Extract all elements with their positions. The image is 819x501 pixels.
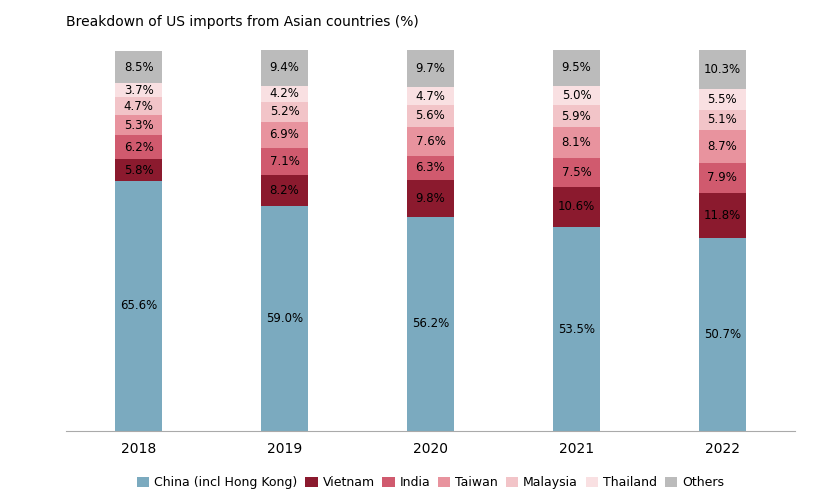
Text: 7.5%: 7.5% <box>561 166 590 179</box>
Text: 5.5%: 5.5% <box>707 93 736 106</box>
Text: 59.0%: 59.0% <box>265 312 303 325</box>
Bar <box>115 181 161 431</box>
Text: 3.7%: 3.7% <box>124 84 153 97</box>
Bar <box>699 50 744 89</box>
Bar <box>553 105 599 127</box>
Bar <box>699 163 744 193</box>
Text: 11.8%: 11.8% <box>703 209 740 222</box>
Legend: China (incl Hong Kong), Vietnam, India, Taiwan, Malaysia, Thailand, Others: China (incl Hong Kong), Vietnam, India, … <box>137 476 723 489</box>
Bar <box>261 122 307 148</box>
Text: 5.3%: 5.3% <box>124 119 153 132</box>
Bar <box>115 115 161 135</box>
Text: 8.7%: 8.7% <box>707 140 736 153</box>
Bar <box>553 187 599 227</box>
Text: 9.8%: 9.8% <box>415 192 445 205</box>
Text: 6.2%: 6.2% <box>124 141 153 154</box>
Bar <box>407 217 453 431</box>
Text: 7.9%: 7.9% <box>707 171 736 184</box>
Text: 7.6%: 7.6% <box>415 135 445 148</box>
Text: 5.8%: 5.8% <box>124 163 153 176</box>
Bar <box>407 87 453 105</box>
Bar <box>553 50 599 86</box>
Bar <box>261 86 307 102</box>
Text: 5.0%: 5.0% <box>561 89 590 102</box>
Text: 50.7%: 50.7% <box>703 328 740 341</box>
Text: 4.7%: 4.7% <box>415 90 445 103</box>
Bar <box>699 193 744 238</box>
Bar <box>699 130 744 163</box>
Text: 8.5%: 8.5% <box>124 61 153 74</box>
Bar <box>699 238 744 431</box>
Text: 4.2%: 4.2% <box>269 87 299 100</box>
Bar <box>261 50 307 86</box>
Text: 6.3%: 6.3% <box>415 161 445 174</box>
Text: 6.9%: 6.9% <box>269 128 299 141</box>
Bar <box>407 179 453 217</box>
Bar <box>699 110 744 130</box>
Bar <box>261 148 307 175</box>
Bar <box>553 127 599 158</box>
Text: 5.9%: 5.9% <box>561 110 590 123</box>
Text: 9.5%: 9.5% <box>561 61 590 74</box>
Text: 5.6%: 5.6% <box>415 110 445 122</box>
Bar <box>115 135 161 159</box>
Bar <box>407 51 453 87</box>
Text: Breakdown of US imports from Asian countries (%): Breakdown of US imports from Asian count… <box>66 15 418 29</box>
Bar <box>553 227 599 431</box>
Bar <box>115 97 161 115</box>
Text: 4.7%: 4.7% <box>124 100 153 113</box>
Text: 8.1%: 8.1% <box>561 136 590 149</box>
Text: 9.4%: 9.4% <box>269 62 299 75</box>
Text: 53.5%: 53.5% <box>557 323 595 336</box>
Text: 56.2%: 56.2% <box>411 317 449 330</box>
Text: 5.1%: 5.1% <box>707 113 736 126</box>
Text: 7.1%: 7.1% <box>269 155 299 168</box>
Bar <box>261 102 307 122</box>
Bar <box>261 206 307 431</box>
Text: 10.3%: 10.3% <box>703 63 740 76</box>
Bar <box>261 175 307 206</box>
Text: 10.6%: 10.6% <box>557 200 595 213</box>
Bar <box>115 51 161 83</box>
Bar <box>115 159 161 181</box>
Bar <box>407 105 453 127</box>
Bar <box>553 158 599 187</box>
Bar <box>115 83 161 97</box>
Bar <box>553 86 599 105</box>
Text: 8.2%: 8.2% <box>269 184 299 197</box>
Text: 5.2%: 5.2% <box>269 105 299 118</box>
Bar <box>407 156 453 179</box>
Text: 65.6%: 65.6% <box>120 300 157 313</box>
Bar <box>407 127 453 156</box>
Text: 9.7%: 9.7% <box>415 63 445 76</box>
Bar <box>699 89 744 110</box>
